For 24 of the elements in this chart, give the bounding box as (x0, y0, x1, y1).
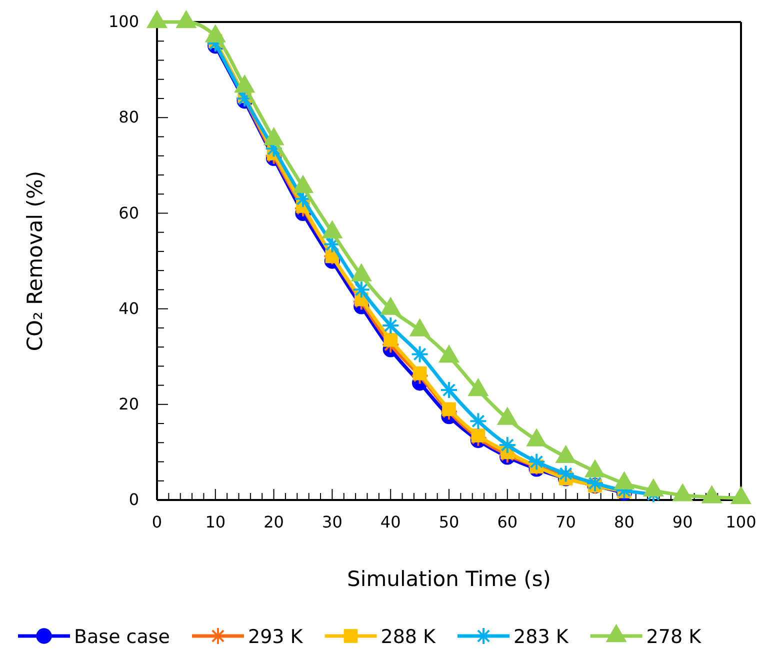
x-tick-label: 90 (672, 512, 693, 532)
y-axis-title: CO₂ Removal (%) (23, 170, 47, 352)
y-tick-label: 20 (118, 394, 139, 414)
x-tick-label: 60 (497, 512, 518, 532)
y-tick-label: 60 (118, 203, 139, 222)
legend-label: 283 K (514, 626, 569, 648)
x-tick-label: 20 (264, 512, 284, 532)
legend-label: 288 K (380, 626, 436, 648)
x-tick-label: 80 (614, 512, 634, 532)
y-tick-label: 80 (118, 108, 139, 127)
legend-label: Base case (74, 626, 170, 648)
legend-label: 278 K (646, 626, 702, 648)
legend-label: 293 K (248, 626, 304, 648)
x-axis-title: Simulation Time (s) (347, 567, 551, 591)
y-tick-label: 0 (128, 490, 139, 510)
x-tick-label: 30 (322, 512, 342, 532)
y-tick-label: 40 (118, 298, 139, 318)
x-tick-label: 0 (152, 512, 162, 532)
x-tick-label: 50 (438, 512, 460, 532)
y-tick-label: 100 (108, 12, 139, 32)
x-tick-label: 70 (556, 512, 576, 532)
x-tick-label: 10 (205, 512, 226, 532)
x-tick-label: 40 (380, 512, 401, 532)
x-tick-label: 100 (726, 512, 756, 532)
